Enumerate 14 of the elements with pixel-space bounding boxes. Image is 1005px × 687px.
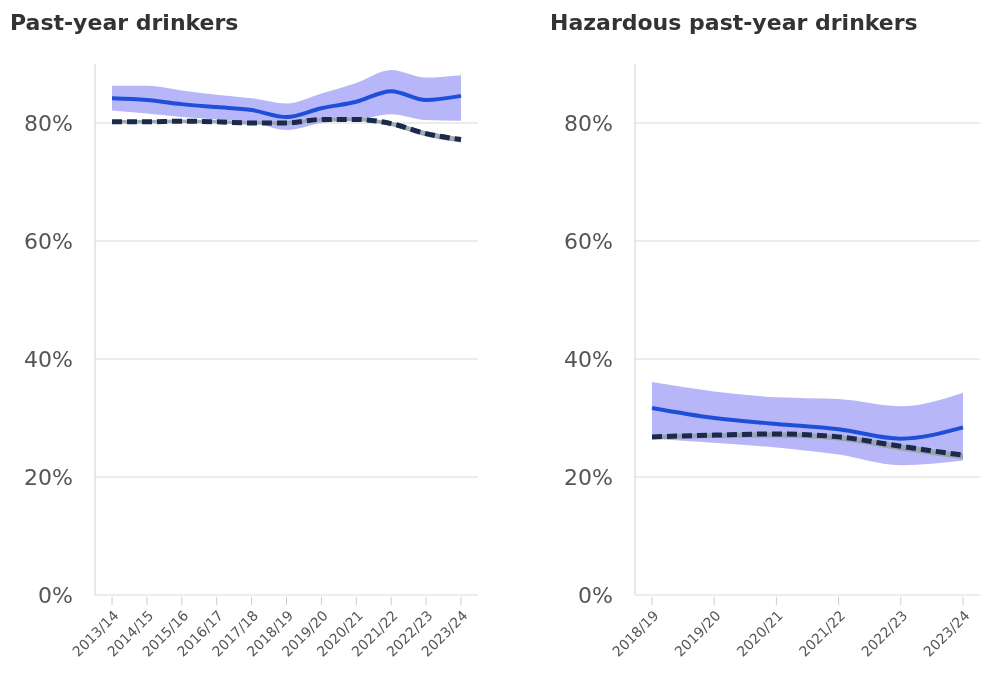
y-tick-label: 80% bbox=[24, 110, 73, 136]
y-tick-label: 0% bbox=[38, 582, 73, 608]
line-series bbox=[110, 89, 463, 120]
chart-title: Hazardous past-year drinkers bbox=[550, 10, 918, 35]
y-tick-label: 40% bbox=[564, 346, 613, 372]
y-tick-label: 0% bbox=[578, 582, 613, 608]
y-tick-label: 60% bbox=[564, 228, 613, 254]
y-tick-label: 20% bbox=[564, 464, 613, 490]
y-tick-label: 20% bbox=[24, 464, 73, 490]
y-tick-label: 80% bbox=[564, 110, 613, 136]
y-tick-label: 40% bbox=[24, 346, 73, 372]
y-tick-label: 60% bbox=[24, 228, 73, 254]
line-series bbox=[650, 405, 965, 441]
chart-title: Past-year drinkers bbox=[10, 10, 239, 35]
